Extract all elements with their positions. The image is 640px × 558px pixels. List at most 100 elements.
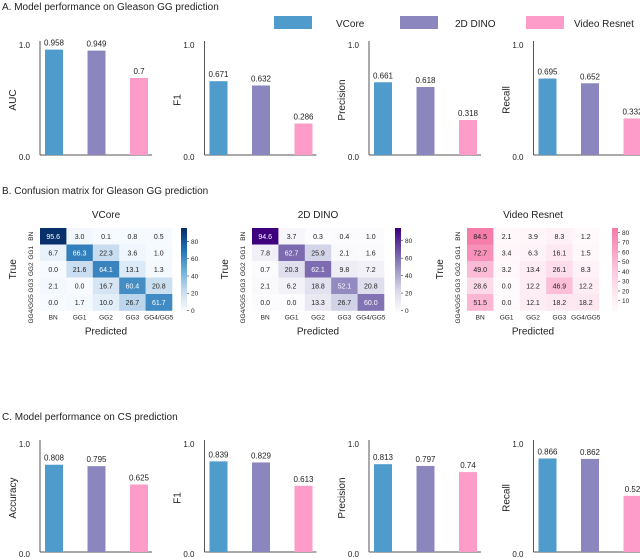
heatmap-cell [92,294,120,311]
x-axis-label: Predicted [512,327,554,338]
colorbar-segment [181,308,187,311]
heatmap-cell [304,244,332,262]
colorbar-segment [181,283,187,287]
colorbar-tick-label: 30 [622,279,630,286]
colorbar-segment [612,302,618,305]
bar-vcore [374,82,392,155]
y-axis-label: Recall [502,86,513,114]
colorbar-tick-label: 70 [622,240,630,247]
colorbar-tick-label: 80 [622,230,630,237]
bar-value-label: 0.949 [86,40,107,49]
colorbar-segment [181,275,187,278]
heatmap-cell [119,228,146,245]
colorbar-segment [395,240,401,243]
heatmap-cell-label: 12.1 [526,300,540,307]
colorbar-segment [181,228,187,231]
legend-swatch-vcore [274,16,312,29]
heatmap-cell-label: 20.8 [364,283,378,290]
heatmap-cell-label: 8.3 [555,234,565,241]
bar-value-label: 0.286 [293,113,314,122]
heatmap-cell [493,261,521,278]
heatmap-cell-label: 13.1 [126,267,140,274]
colorbar-segment [395,271,401,274]
colorbar-segment [612,254,618,258]
heatmap-cell [119,294,146,311]
x-tick-label: GG4/GG5 [571,315,601,322]
colorbar-segment [181,306,187,309]
colorbar-segment [612,281,618,285]
colorbar-segment [395,267,401,270]
section-b-title: B. Confusion matrix for Gleason GG predi… [2,186,208,197]
heatmap-cell-label: 62.7 [285,250,299,257]
colorbar-segment [612,285,618,289]
colorbar-segment [395,246,401,250]
x-tick-label: BN [49,315,58,322]
colorbar-segment [181,252,187,256]
colorbar-segment [612,263,618,266]
heatmap-cell [519,244,547,262]
heatmap-cell [572,294,600,311]
y-tick-label: 0.0 [183,550,195,558]
heatmap-cell [40,261,67,278]
y-tick-label: BN [240,231,247,240]
colorbar-segment [395,294,401,297]
colorbar-segment [395,302,401,305]
heatmap-cell-label: 3.7 [287,234,297,241]
colorbar-tick-label: 80 [191,239,199,246]
heatmap-cell [357,261,385,278]
chart-6-b-true: Video Resnet 84.5 2.1 3.9 8.3 1.2 72.7 3.4 6.3 16… [435,210,630,338]
legend-swatch-video-resnet [526,16,564,29]
colorbar-segment [395,230,401,233]
chart-3-a-recall: 1.0 0.0 Recall 0.695 0.652 0.332 [502,41,640,162]
heatmap-cell [519,277,547,295]
y-axis-label: Precision [337,477,348,518]
heatmap-cell [92,244,120,262]
y-axis-label: True [435,259,446,280]
heatmap-cell-label: 6.7 [48,250,58,257]
heatmap-cell-label: 62.1 [311,267,325,274]
colorbar-segment [181,269,187,272]
colorbar-segment [612,265,618,268]
y-tick-label: BN [455,231,462,240]
bar-value-label: 0.671 [208,70,229,79]
chart-5-b-true: 2D DINO 94.6 3.7 0.3 0.4 1.0 7.8 62.7 25.9 2.1 1.6… [220,210,413,338]
heatmap-cell-label: 52.1 [338,283,352,290]
heatmap-cell [467,244,494,262]
x-tick-label: GG1 [73,315,87,322]
colorbar-tick-label: 40 [191,273,199,280]
chart-2-a-precision: 1.0 0.0 Precision 0.661 0.618 0.318 [337,41,481,162]
colorbar-segment [395,281,401,285]
heatmap-cell [40,244,67,262]
bar-vcore [538,78,557,155]
heatmap-cell-label: 28.6 [473,283,487,290]
colorbar-segment [181,291,187,295]
colorbar-segment [181,232,187,235]
x-tick-label: GG1 [285,315,299,322]
colorbar-segment [395,291,401,295]
colorbar-segment [612,244,618,248]
y-tick-label: 1.0 [348,41,360,50]
heatmap-cell [572,244,600,262]
heatmap-cell [331,244,358,262]
heatmap-cell [572,261,600,278]
colorbar-segment [395,248,401,252]
heatmap-cell [252,277,279,295]
colorbar-segment [612,248,618,252]
bar-value-label: 0.652 [580,72,601,81]
heatmap-cell [92,228,120,245]
heatmap-cell-label: 26.7 [126,300,140,307]
x-tick-label: GG2 [99,315,113,322]
y-tick-label: 0.0 [512,550,524,558]
colorbar-segment [181,234,187,237]
colorbar-segment [181,302,187,305]
heatmap-cell-label: 1.6 [366,250,376,257]
chart-7-c-accuracy: 1.0 0.0 Accuracy 0.808 0.795 0.625 [8,440,152,558]
bar-value-label: 0.613 [293,475,314,484]
heatmap-cell [145,261,173,278]
heatmap-cell [519,261,547,278]
colorbar-segment [612,308,618,311]
bar-2d-dino [581,83,599,155]
colorbar-tick-label: 10 [622,298,630,305]
bar-vcore [45,464,63,552]
y-axis-label: F1 [173,492,184,504]
